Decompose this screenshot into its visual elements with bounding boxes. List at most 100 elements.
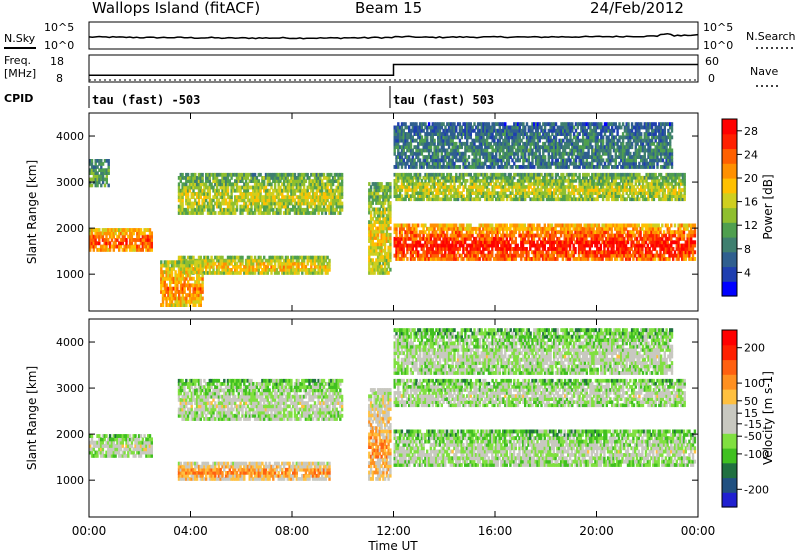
- heatmap-cell-6: [628, 250, 631, 255]
- heatmap-cell-6: [549, 247, 552, 251]
- heatmap-cell-3: [219, 261, 222, 266]
- heatmap-cell-7: [435, 182, 438, 186]
- heatmap-cell-2: [239, 192, 242, 196]
- heatmap-cell-2: [205, 198, 208, 203]
- heatmap-cell-2: [284, 195, 288, 199]
- heatmap-cell-7: [656, 175, 659, 180]
- heatmap-cell-4: [201, 276, 204, 281]
- heatmap-cell-6: [492, 243, 496, 248]
- heatmap-cell-6: [404, 243, 407, 248]
- heatmap-cell-0: [125, 238, 128, 242]
- heatmap-cell-6: [606, 240, 610, 245]
- heatmap-cell-6: [478, 233, 481, 238]
- heatmap-cell-2: [235, 195, 239, 199]
- heatmap-cell-2: [252, 195, 255, 199]
- heatmap-cell-2: [288, 211, 291, 215]
- heatmap-cell-7: [580, 197, 583, 202]
- heatmap-cell-6: [431, 223, 434, 228]
- heatmap-cell-6: [657, 243, 660, 248]
- heatmap-cell-7: [578, 179, 581, 183]
- heatmap-cell-4: [167, 276, 170, 281]
- heatmap-cell-3: [210, 271, 213, 275]
- heatmap-cell-7: [513, 172, 516, 177]
- heatmap-cell-7: [562, 182, 565, 186]
- heatmap-cell-6: [530, 236, 534, 241]
- heatmap-cell-4: [160, 303, 163, 307]
- heatmap-cell-6: [549, 253, 552, 258]
- heatmap-cell-6: [458, 253, 461, 258]
- heatmap-cell-7: [650, 182, 654, 186]
- heatmap-cell-6: [518, 247, 521, 251]
- heatmap-cell-2: [192, 185, 195, 190]
- heatmap-cell-7: [480, 179, 483, 183]
- heatmap-cell-7: [507, 182, 511, 186]
- heatmap-cell-6: [467, 226, 470, 231]
- heatmap-cell-6: [608, 236, 612, 241]
- heatmap-cell-0: [98, 231, 101, 236]
- heatmap-cell-6: [395, 230, 398, 235]
- heatmap-cell-5: [376, 185, 380, 189]
- heatmap-cell-6: [632, 240, 635, 245]
- heatmap-cell-5: [375, 258, 378, 263]
- heatmap-cell-6: [469, 253, 472, 258]
- heatmap-cell-2: [217, 198, 221, 203]
- heatmap-cell-7: [678, 194, 681, 198]
- heatmap-cell-7: [649, 185, 652, 189]
- heatmap-cell-1: [105, 159, 108, 163]
- heatmap-cell-6: [668, 257, 671, 261]
- heatmap-cell-2: [293, 201, 297, 206]
- heatmap-cell-2: [275, 179, 279, 183]
- heatmap-cell-7: [437, 197, 440, 202]
- heatmap-cell-4: [178, 290, 181, 294]
- heatmap-cell-6: [659, 226, 662, 231]
- heatmap-cell-2: [197, 198, 201, 203]
- heatmap-cell-6: [400, 236, 404, 241]
- heatmap-cell-4: [165, 283, 168, 288]
- heatmap-cell-6: [494, 247, 498, 251]
- heatmap-cell-6: [652, 236, 655, 241]
- heatmap-cell-7: [413, 194, 416, 198]
- heatmap-cell-5: [389, 232, 392, 237]
- heatmap-cell-6: [503, 223, 507, 228]
- heatmap-cell-5: [389, 201, 392, 205]
- heatmap-cell-7: [600, 194, 603, 198]
- heatmap-cell-6: [637, 243, 640, 248]
- heatmap-cell-5: [371, 242, 374, 247]
- heatmap-cell-7: [596, 197, 599, 202]
- heatmap-cell-2: [243, 172, 246, 177]
- heatmap-cell-7: [587, 182, 590, 186]
- heatmap-cell-7: [484, 194, 487, 198]
- heatmap-cell-2: [194, 182, 197, 187]
- heatmap-cell-2: [194, 172, 197, 177]
- heatmap-cell-6: [538, 257, 541, 261]
- heatmap-cell-2: [281, 188, 284, 193]
- heatmap-cell-6: [588, 250, 592, 255]
- heatmap-cell-7: [551, 179, 554, 183]
- heatmap-cell-6: [440, 223, 443, 228]
- heatmap-cell-4: [165, 260, 168, 265]
- heatmap-cell-7: [560, 179, 563, 183]
- heatmap-cell-0: [123, 247, 126, 252]
- heatmap-cell-6: [634, 236, 637, 241]
- heatmap-cell-2: [253, 192, 257, 196]
- heatmap-cell-6: [393, 223, 396, 228]
- heatmap-cell-7: [669, 191, 672, 195]
- heatmap-cell-2: [331, 198, 335, 203]
- heatmap-cell-6: [579, 257, 583, 261]
- heatmap-cell-4: [163, 286, 166, 291]
- heatmap-cell-4: [165, 296, 168, 301]
- heatmap-cell-2: [324, 198, 327, 203]
- heatmap-cell-7: [406, 191, 409, 195]
- heatmap-cell-1: [103, 183, 107, 188]
- heatmap-cell-7: [533, 197, 536, 202]
- heatmap-cell-6: [679, 226, 682, 231]
- heatmap-cell-2: [252, 201, 255, 206]
- heatmap-cell-6: [682, 257, 686, 261]
- heatmap-cell-4: [172, 280, 175, 284]
- heatmap-cell-6: [670, 240, 673, 245]
- heatmap-cell-7: [549, 194, 552, 198]
- heatmap-cell-6: [655, 240, 659, 245]
- heatmap-cell-2: [199, 182, 202, 187]
- heatmap-cell-3: [302, 258, 306, 263]
- heatmap-cell-3: [226, 268, 230, 272]
